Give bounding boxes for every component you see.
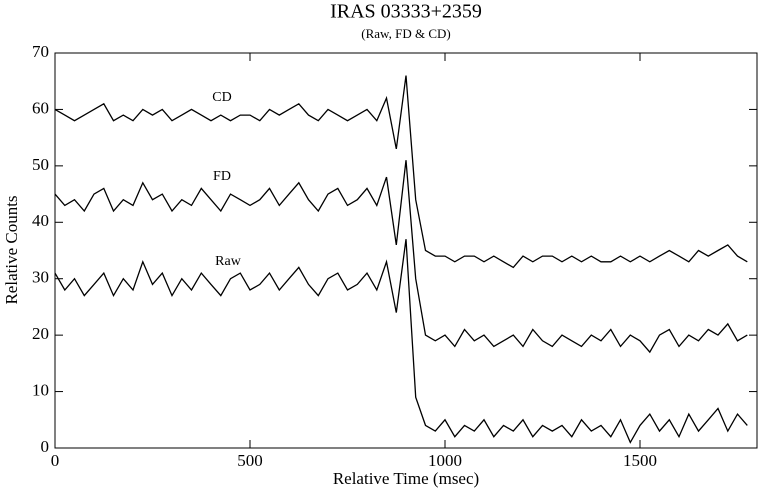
x-tick-label: 0	[51, 451, 60, 470]
x-tick-label: 1500	[623, 451, 657, 470]
series-line	[54, 160, 748, 354]
series-line	[54, 75, 748, 269]
y-tick-label: 40	[32, 211, 49, 230]
y-tick-label: 70	[32, 42, 49, 61]
x-tick-label: 500	[237, 451, 263, 470]
plot-frame	[54, 52, 758, 449]
y-tick-label: 50	[32, 155, 49, 174]
series-label: FD	[213, 169, 231, 184]
x-tick-label: 1000	[428, 451, 462, 470]
series-line	[54, 239, 748, 444]
y-tick-label: 0	[41, 437, 50, 456]
y-tick-label: 30	[32, 268, 49, 287]
y-tick-label: 60	[32, 98, 49, 117]
chart-subtitle: (Raw, FD & CD)	[361, 26, 450, 41]
series-label: CD	[212, 90, 231, 105]
series-label: Raw	[215, 254, 242, 269]
y-tick-label: 20	[32, 324, 49, 343]
y-tick-label: 10	[32, 380, 49, 399]
chart-title: IRAS 03333+2359	[330, 1, 482, 23]
y-axis-label: Relative Counts	[2, 195, 21, 304]
x-axis-label: Relative Time (msec)	[333, 469, 479, 488]
